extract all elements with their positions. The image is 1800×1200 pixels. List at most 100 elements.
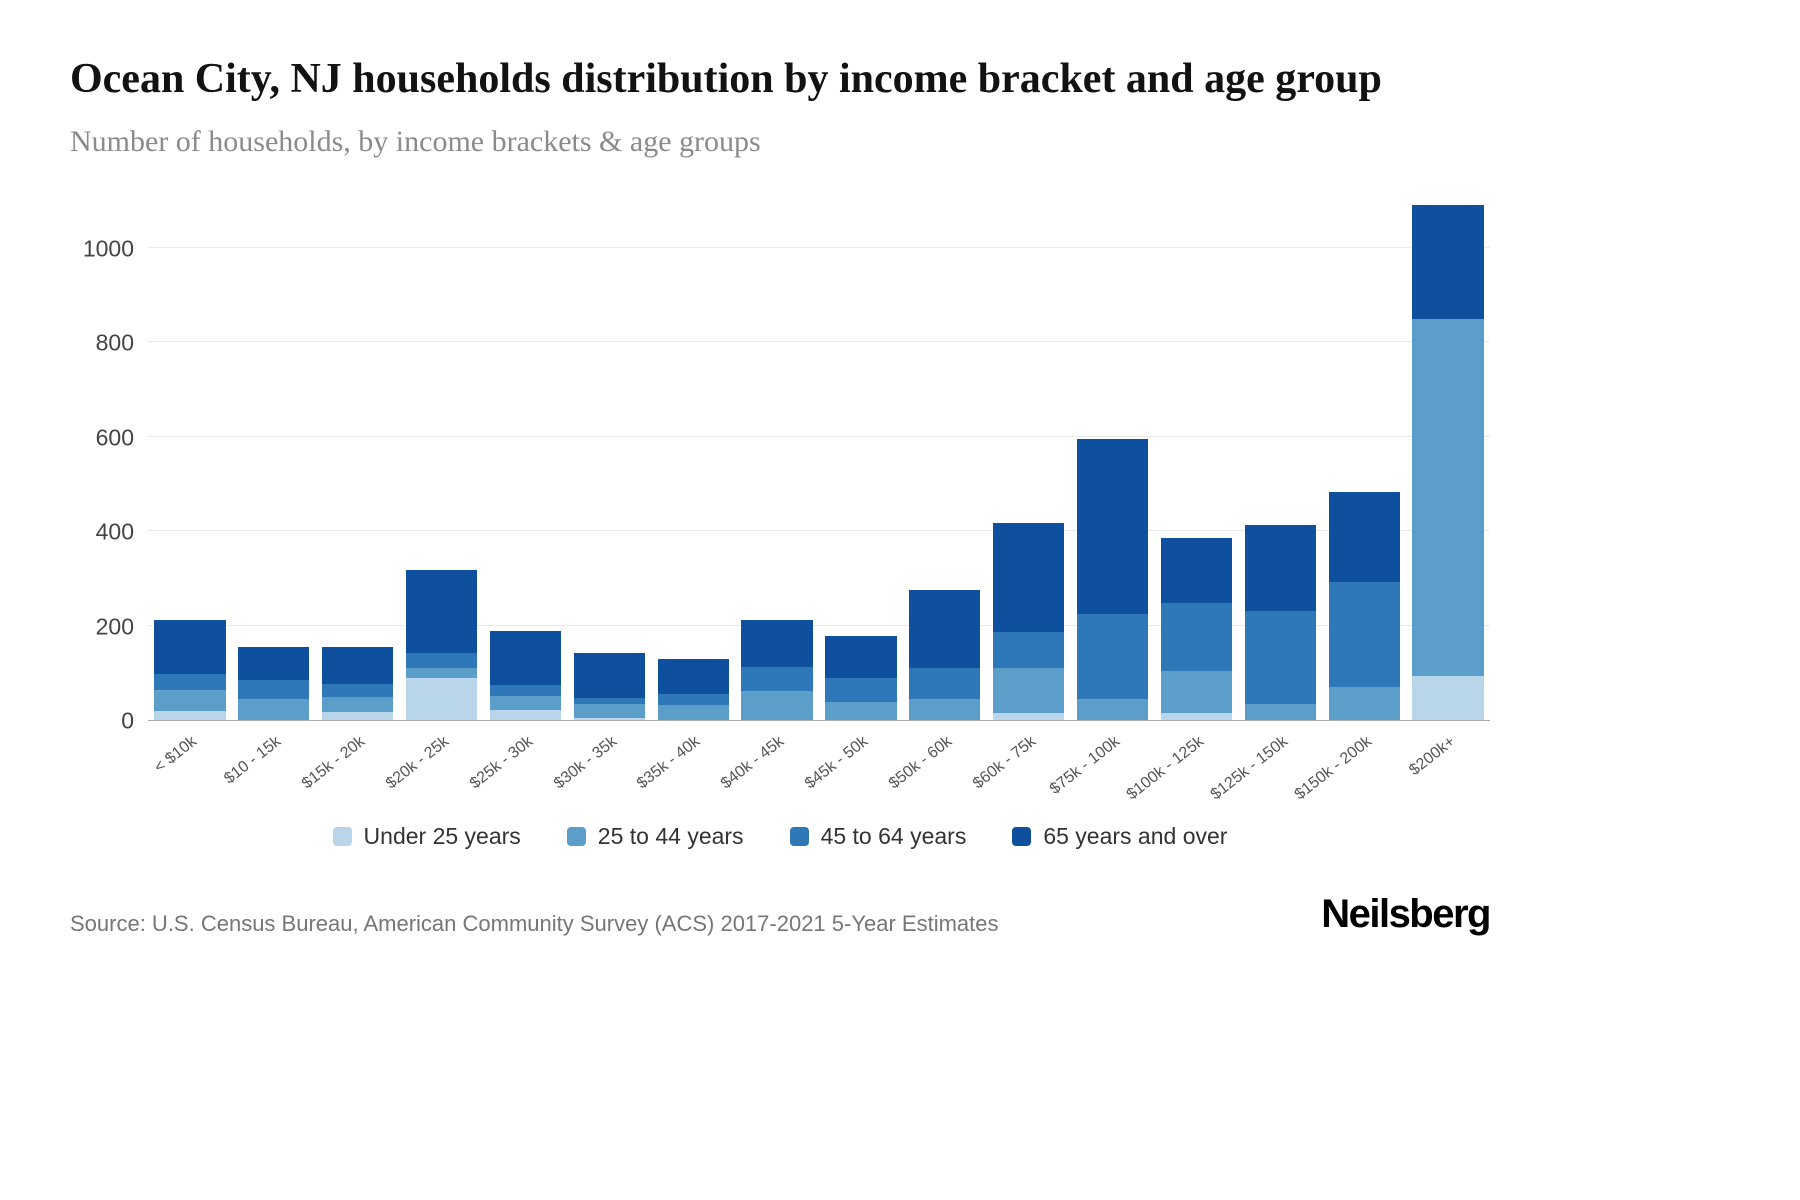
bar-segment[interactable] (489, 710, 562, 721)
bar-segment[interactable] (741, 619, 813, 667)
x-tick-slot: $150k - 200k (1291, 721, 1406, 817)
bar-segment[interactable] (238, 699, 310, 721)
bar-slot (651, 201, 735, 721)
bar-slot (484, 201, 568, 721)
bar-segment[interactable] (825, 677, 897, 703)
y-tick-label: 600 (95, 424, 134, 451)
stacked-bar[interactable] (154, 619, 226, 721)
bar-segment[interactable] (489, 630, 562, 686)
bar-segment[interactable] (405, 653, 478, 669)
stacked-bar[interactable] (405, 570, 478, 721)
bar-segment[interactable] (322, 683, 394, 697)
bar-segment[interactable] (1328, 492, 1400, 583)
bar-segment[interactable] (993, 522, 1065, 632)
legend-item[interactable]: 25 to 44 years (566, 823, 744, 850)
bar-slot (1406, 201, 1490, 721)
stacked-bar[interactable] (657, 659, 729, 721)
legend-swatch-icon (332, 827, 352, 847)
bar-segment[interactable] (1160, 538, 1233, 604)
bar-segment[interactable] (238, 647, 310, 681)
bar-slot (1155, 201, 1239, 721)
bar-segment[interactable] (825, 702, 897, 721)
bar-segment[interactable] (657, 704, 729, 721)
bar-segment[interactable] (1076, 699, 1149, 721)
legend-swatch-icon (789, 827, 809, 847)
bar-segment[interactable] (154, 674, 226, 690)
bar-segment[interactable] (573, 697, 645, 705)
bar-segment[interactable] (322, 696, 394, 712)
bar-segment[interactable] (573, 652, 645, 698)
stacked-bar[interactable] (741, 619, 813, 721)
bar-segment[interactable] (322, 647, 394, 684)
bar-segment[interactable] (1412, 205, 1484, 319)
bar-segment[interactable] (1328, 582, 1400, 688)
legend-item[interactable]: Under 25 years (332, 823, 521, 850)
bar-segment[interactable] (909, 699, 981, 721)
bar-segment[interactable] (1328, 687, 1400, 721)
bar-segment[interactable] (1412, 675, 1484, 721)
gridline (148, 341, 1490, 343)
x-tick-slot: $75k - 100k (1047, 721, 1155, 817)
bar-segment[interactable] (909, 668, 981, 700)
legend-item[interactable]: 45 to 64 years (789, 823, 966, 850)
bar-segment[interactable] (405, 570, 478, 654)
legend-label: Under 25 years (363, 823, 521, 850)
bar-segment[interactable] (1244, 610, 1316, 704)
stacked-bar[interactable] (238, 647, 310, 721)
stacked-bar[interactable] (1412, 205, 1484, 721)
bar-segment[interactable] (1076, 614, 1149, 700)
bar-segment[interactable] (825, 636, 897, 678)
neilsberg-logo[interactable]: Neilsberg (1321, 892, 1491, 937)
bar-slot (567, 201, 651, 721)
stacked-bar[interactable] (573, 652, 645, 721)
bar-segment[interactable] (405, 677, 478, 721)
bar-segment[interactable] (1244, 525, 1316, 611)
bar-slot (987, 201, 1071, 721)
x-tick-slot: $100k - 125k (1124, 721, 1239, 817)
stacked-bar[interactable] (1328, 492, 1400, 721)
stacked-bar[interactable] (1244, 525, 1316, 721)
bar-segment[interactable] (909, 590, 981, 669)
source-text: Source: U.S. Census Bureau, American Com… (70, 911, 999, 937)
bar-segment[interactable] (1244, 703, 1316, 721)
bar-segment[interactable] (405, 668, 478, 678)
gridline (148, 624, 1490, 626)
bar-segment[interactable] (1076, 439, 1149, 615)
stacked-bar[interactable] (1076, 439, 1149, 721)
bar-segment[interactable] (741, 666, 813, 692)
bar-slot (1322, 201, 1406, 721)
bar-segment[interactable] (154, 619, 226, 675)
stacked-bar[interactable] (825, 636, 897, 721)
bar-segment[interactable] (1160, 603, 1233, 671)
bar-segment[interactable] (322, 711, 394, 721)
bar-segment[interactable] (993, 668, 1065, 714)
stacked-bar[interactable] (1160, 538, 1233, 721)
bar-segment[interactable] (1160, 713, 1233, 721)
x-tick-slot: $35k - 40k (634, 721, 735, 817)
bar-segment[interactable] (1412, 318, 1484, 676)
bar-segment[interactable] (238, 680, 310, 700)
bar-segment[interactable] (657, 659, 729, 695)
bar-segment[interactable] (154, 689, 226, 711)
x-tick-slot: $25k - 30k (467, 721, 568, 817)
bar-segment[interactable] (489, 695, 562, 711)
stacked-bar[interactable] (909, 590, 981, 721)
stacked-bar[interactable] (322, 647, 394, 721)
legend-label: 25 to 44 years (597, 823, 744, 850)
stacked-bar[interactable] (489, 630, 562, 721)
bar-segment[interactable] (154, 710, 226, 721)
x-tick-label: < $10k (151, 733, 201, 777)
x-axis: < $10k $10 - 15k $15k - 20k $20k - 25k $25k … (148, 721, 1490, 817)
bar-segment[interactable] (741, 691, 813, 721)
bar-segment[interactable] (993, 631, 1065, 669)
x-tick-slot: < $10k (148, 721, 232, 817)
legend-label: 65 years and over (1043, 823, 1228, 850)
bar-segment[interactable] (489, 685, 562, 696)
stacked-bar[interactable] (993, 522, 1065, 721)
bar-segment[interactable] (657, 694, 729, 705)
legend-item[interactable]: 65 years and over (1012, 823, 1227, 850)
bar-segment[interactable] (573, 717, 645, 721)
bar-segment[interactable] (573, 704, 645, 718)
bar-segment[interactable] (1160, 670, 1233, 714)
bar-segment[interactable] (993, 713, 1065, 721)
